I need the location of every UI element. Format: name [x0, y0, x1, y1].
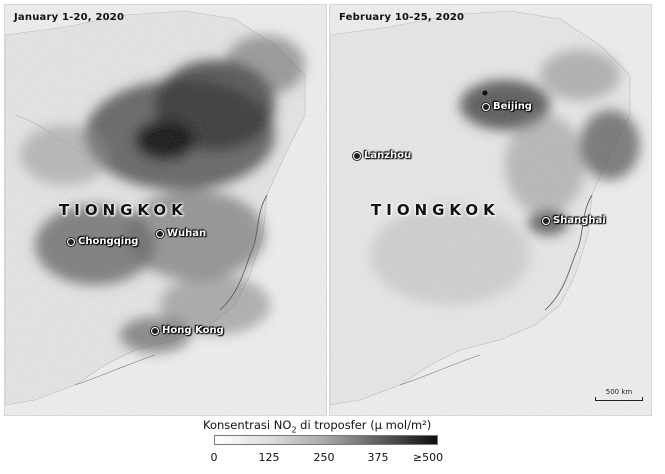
- city-dot-icon: [542, 216, 550, 225]
- legend-tick-250: 250: [313, 451, 335, 464]
- map-panel-january: January 1-20, 2020 TIONGKOK Chongqing Wu…: [4, 4, 327, 416]
- scale-bar-label: 500 km: [605, 388, 633, 396]
- map-graphic-february: [330, 5, 651, 415]
- legend-title: Konsentrasi NO2 di troposfer (μ mol/m²): [203, 418, 432, 435]
- city-dot-icon: [353, 151, 361, 160]
- city-marker-chongqing: Chongqing: [67, 236, 138, 247]
- country-label: TIONGKOK: [371, 201, 500, 219]
- scale-bar: 500 km: [595, 388, 643, 401]
- city-label: Hong Kong: [162, 325, 224, 336]
- city-label: Chongqing: [78, 236, 139, 247]
- scale-bar-line: [595, 397, 643, 401]
- city-marker-hong-kong: Hong Kong: [151, 325, 224, 336]
- map-panel-february: February 10-25, 2020 TIONGKOK Beijing La…: [329, 4, 652, 416]
- city-marker-shanghai: Shanghai: [542, 215, 606, 226]
- city-dot-icon: [482, 102, 490, 111]
- color-legend: Konsentrasi NO2 di troposfer (μ mol/m²) …: [0, 418, 665, 474]
- country-label: TIONGKOK: [59, 201, 188, 219]
- legend-tick-125: 125: [258, 451, 280, 464]
- legend-tick-0: 0: [210, 451, 218, 464]
- legend-gradient-bar: [214, 435, 438, 445]
- city-marker-lanzhou: Lanzhou: [353, 150, 411, 161]
- city-label: Lanzhou: [364, 150, 412, 161]
- city-label: Beijing: [493, 101, 532, 112]
- legend-tick-500: ≥500: [412, 451, 444, 464]
- city-label: Shanghai: [553, 215, 606, 226]
- legend-tick-375: 375: [367, 451, 389, 464]
- city-marker-beijing: Beijing: [482, 101, 532, 112]
- city-dot-icon: [151, 326, 159, 335]
- date-label: February 10-25, 2020: [339, 12, 465, 23]
- city-dot-icon: [67, 237, 75, 246]
- city-dot-icon: [156, 229, 164, 238]
- city-label: Wuhan: [167, 228, 207, 239]
- map-graphic-january: [5, 5, 326, 415]
- city-marker-wuhan: Wuhan: [156, 228, 206, 239]
- date-label: January 1-20, 2020: [14, 12, 125, 23]
